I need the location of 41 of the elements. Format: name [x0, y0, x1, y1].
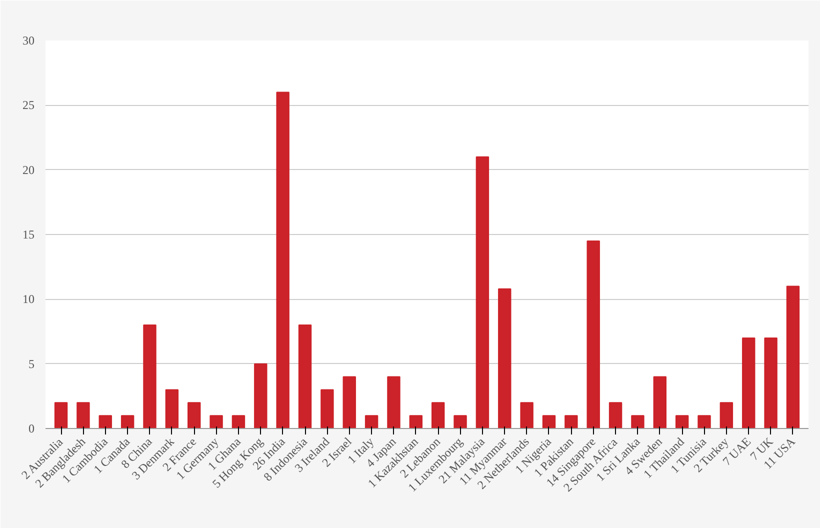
bar	[254, 363, 268, 428]
bar	[143, 324, 156, 428]
bar	[564, 415, 578, 428]
bar	[653, 376, 666, 428]
bar	[76, 402, 90, 428]
bar	[720, 402, 734, 428]
y-tick-label: 30	[22, 34, 34, 48]
y-tick-label: 10	[22, 292, 34, 306]
bar	[786, 286, 800, 428]
y-tick-label: 15	[22, 228, 34, 242]
bar	[764, 337, 778, 428]
bar	[608, 402, 622, 428]
bar	[586, 240, 600, 428]
bar	[276, 92, 290, 428]
bar	[742, 337, 756, 428]
bar	[387, 376, 400, 428]
bar	[54, 402, 68, 428]
bar	[675, 415, 689, 428]
bar	[520, 402, 534, 428]
bar	[498, 288, 512, 428]
bar	[542, 415, 556, 428]
bar	[165, 389, 179, 428]
bar	[232, 415, 246, 428]
bar	[342, 376, 356, 428]
y-tick-label: 5	[28, 356, 34, 371]
bar	[409, 415, 423, 428]
bar	[476, 156, 490, 428]
bar	[698, 415, 711, 428]
bar	[188, 402, 201, 428]
bar	[120, 415, 134, 428]
bar	[320, 389, 334, 428]
bar	[98, 415, 112, 428]
bar	[631, 415, 644, 428]
bar	[298, 324, 312, 428]
bar	[364, 415, 378, 428]
bar	[210, 415, 223, 428]
bar	[431, 402, 445, 428]
y-tick-label: 25	[22, 98, 34, 112]
bar	[454, 415, 467, 428]
y-tick-label: 0	[28, 422, 34, 436]
y-tick-label: 20	[22, 162, 34, 177]
